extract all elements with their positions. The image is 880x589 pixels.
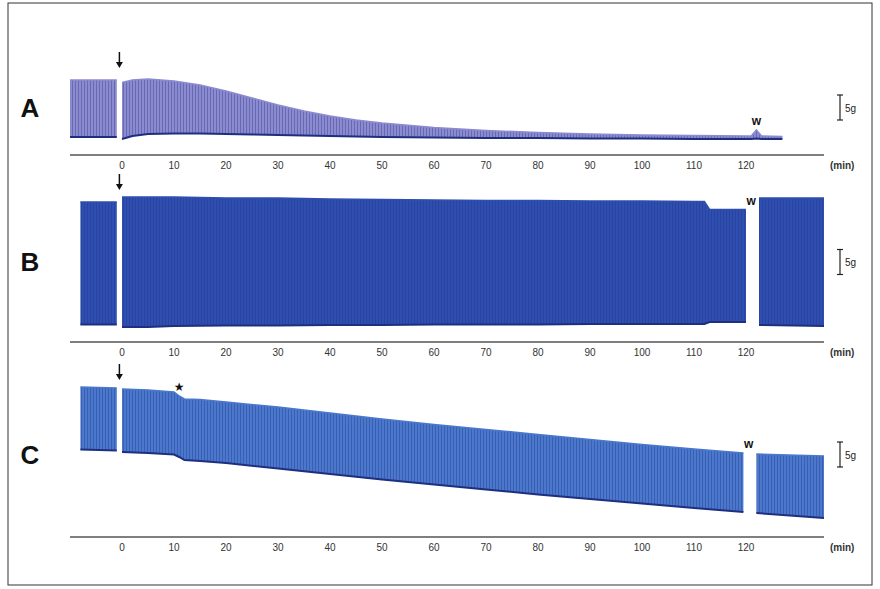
x-tick-label: 120 (738, 542, 755, 553)
annotation: w (751, 114, 762, 128)
plot-area (80, 197, 824, 327)
x-axis (70, 536, 824, 538)
x-tick-label: 100 (634, 160, 651, 171)
x-tick-label: 0 (119, 347, 125, 358)
x-tick-label: 30 (272, 347, 284, 358)
x-axis (70, 154, 824, 156)
scale-bar-cap (837, 441, 843, 442)
x-tick-label: 110 (686, 160, 702, 171)
scale-bar (837, 442, 843, 467)
x-tick-label: 50 (376, 542, 388, 553)
trace-lower (80, 322, 824, 327)
x-tick-label: 100 (634, 542, 651, 553)
x-tick-label: 100 (634, 347, 651, 358)
x-tick-label: 50 (376, 160, 388, 171)
x-tick-label: 60 (428, 347, 440, 358)
trace-band (70, 79, 782, 139)
scale-bar-label: 5g (845, 257, 856, 268)
scale-bar-cap (837, 466, 843, 467)
x-tick-label: 90 (584, 347, 596, 358)
x-tick-label: 20 (220, 347, 232, 358)
trace-upper (80, 387, 824, 456)
trace-lower (70, 134, 782, 140)
scale-bar-line (839, 95, 840, 120)
application-arrow (116, 52, 123, 68)
x-axis (70, 341, 824, 343)
x-tick-label: 30 (272, 160, 284, 171)
x-tick-label: 70 (480, 160, 492, 171)
x-tick-label: 10 (168, 160, 180, 171)
scale-bar-cap (837, 249, 843, 250)
x-tick-label: 0 (119, 542, 125, 553)
x-tick-label: 110 (686, 542, 702, 553)
x-tick-label: 80 (532, 542, 544, 553)
x-tick-label: 70 (480, 542, 492, 553)
scale-bar-cap (837, 274, 843, 275)
scale-bar-label: 5g (845, 103, 856, 114)
panel-letter: C (21, 440, 40, 470)
scale-bar (837, 250, 843, 275)
x-tick-label: 40 (324, 160, 336, 171)
application-arrow (116, 174, 123, 190)
x-axis-title: (min) (830, 347, 854, 358)
x-tick-label: 90 (584, 160, 596, 171)
arrow-head (116, 374, 123, 380)
arrow-head (116, 62, 123, 68)
trace-upper (70, 79, 782, 137)
x-tick-label: 70 (480, 347, 492, 358)
arrow-shaft (119, 174, 121, 185)
scale-bar-line (839, 250, 840, 275)
arrow-head (116, 184, 123, 190)
plot-area (80, 387, 824, 518)
scale-bar-label: 5g (845, 450, 856, 461)
scale-bar (837, 95, 843, 120)
x-tick-label: 20 (220, 542, 232, 553)
arrow-shaft (119, 52, 121, 63)
x-tick-label: 120 (738, 347, 755, 358)
trace-lower (80, 450, 824, 519)
x-tick-label: 60 (428, 160, 440, 171)
x-tick-label: 80 (532, 347, 544, 358)
figure: A0102030405060708090100110120(min)5gwB01… (0, 0, 880, 589)
plot-area (70, 79, 782, 139)
frame (8, 3, 872, 585)
x-tick-label: 10 (168, 542, 180, 553)
x-tick-label: 20 (220, 160, 232, 171)
x-tick-label: 40 (324, 542, 336, 553)
scale-bar-cap (837, 94, 843, 95)
x-tick-label: 120 (738, 160, 755, 171)
x-tick-label: 40 (324, 347, 336, 358)
trace-band (80, 387, 824, 518)
x-tick-label: 60 (428, 542, 440, 553)
x-tick-label: 30 (272, 542, 284, 553)
x-axis-title: (min) (830, 542, 854, 553)
x-axis-title: (min) (830, 160, 854, 171)
annotation: w (743, 437, 754, 451)
x-tick-label: 10 (168, 347, 180, 358)
trace-band (80, 197, 824, 327)
x-tick-label: 50 (376, 347, 388, 358)
annotation: w (746, 194, 757, 208)
x-tick-label: 80 (532, 160, 544, 171)
panel-letter: B (21, 247, 40, 277)
scale-bar-cap (837, 119, 843, 120)
x-tick-label: 0 (119, 160, 125, 171)
x-tick-label: 90 (584, 542, 596, 553)
panel-letter: A (21, 93, 40, 123)
scale-bar-line (839, 442, 840, 467)
annotation: ★ (174, 380, 185, 394)
trace-upper (80, 197, 824, 210)
application-arrow (116, 364, 123, 380)
arrow-shaft (119, 364, 121, 375)
x-tick-label: 110 (686, 347, 702, 358)
